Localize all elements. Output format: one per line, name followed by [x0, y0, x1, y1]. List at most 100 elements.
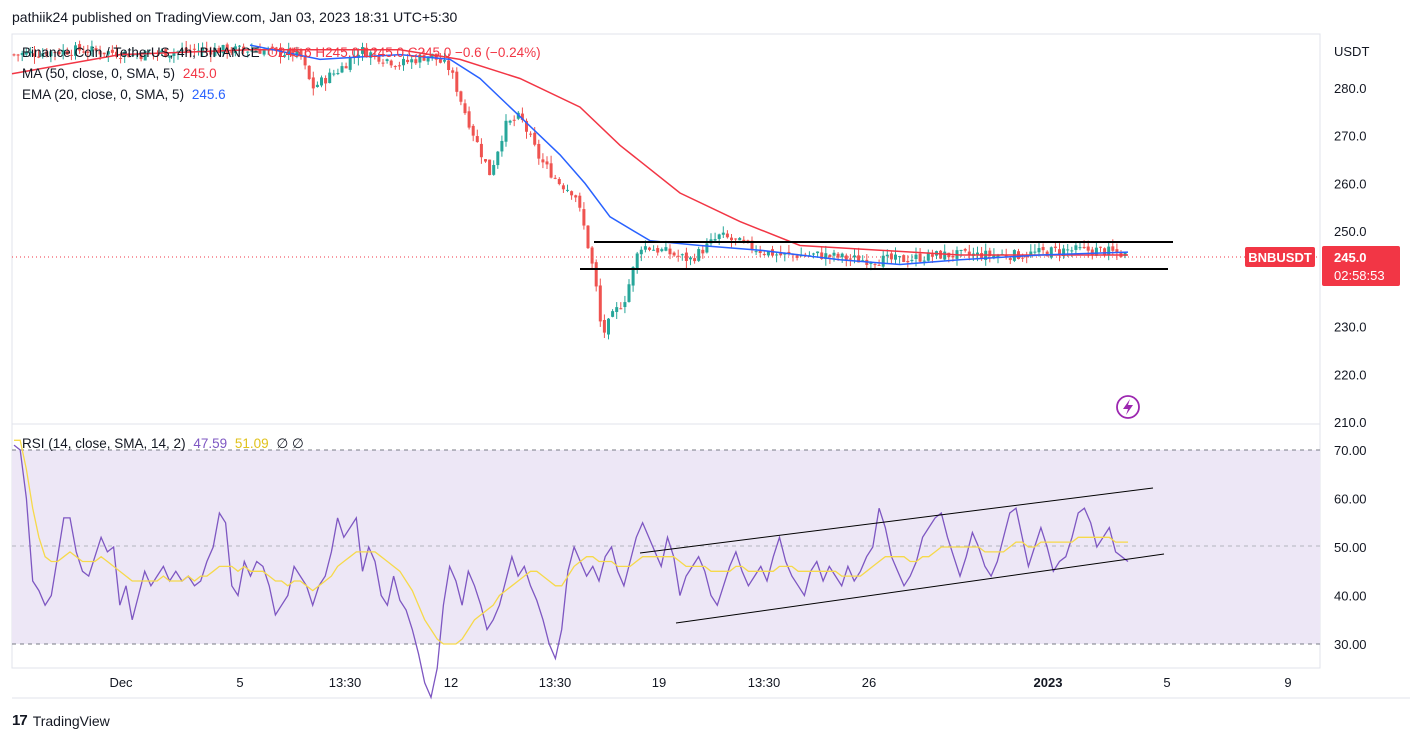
rsi-sma-line	[14, 439, 1128, 645]
candle-body	[512, 119, 516, 121]
candle-body	[684, 252, 688, 261]
candle-body	[479, 143, 483, 158]
candle-body	[65, 50, 69, 55]
candle-body	[229, 51, 233, 53]
candle-body	[1103, 248, 1107, 256]
candle-body	[689, 257, 692, 260]
candle-body	[209, 50, 213, 55]
candle-body	[816, 251, 820, 254]
candle-body	[369, 52, 373, 58]
lightning-icon[interactable]	[1116, 395, 1140, 419]
candle-body	[410, 59, 414, 63]
candle-body	[143, 51, 147, 61]
candle-body	[16, 54, 20, 56]
candle-body	[906, 260, 910, 263]
candle-body	[28, 51, 32, 54]
candle-body	[201, 48, 205, 51]
candle-body	[578, 195, 582, 208]
candle-body	[869, 263, 873, 265]
candle-body	[898, 256, 902, 258]
candle-body	[648, 247, 651, 250]
candle-body	[1008, 257, 1012, 261]
candle-body	[611, 311, 615, 317]
candle-body	[299, 49, 303, 57]
candle-body	[828, 254, 832, 257]
candle-body	[443, 60, 446, 62]
candle-body	[1107, 246, 1111, 255]
candle-body	[455, 71, 459, 92]
candle-body	[672, 252, 676, 256]
candle-body	[680, 254, 684, 256]
candle-body	[406, 59, 410, 63]
candlestick-series	[12, 40, 1127, 340]
candle-body	[328, 72, 332, 84]
candle-body	[857, 255, 861, 263]
ma-legend-label[interactable]: MA (50, close, 0, SMA, 5)	[22, 66, 176, 81]
candle-body	[980, 253, 984, 259]
symbol-title[interactable]: Binance Coin / TetherUS, 4h, BINANCE	[22, 45, 260, 60]
symbol-tag[interactable]: BNBUSDT	[1248, 250, 1312, 265]
candle-body	[262, 49, 266, 55]
candle-body	[926, 252, 930, 261]
ema-20-line	[249, 44, 1129, 266]
candle-body	[180, 49, 184, 52]
candle-body	[627, 284, 631, 302]
candle-body	[246, 51, 250, 53]
candle-body	[1062, 248, 1066, 257]
ma-legend-value: 245.0	[182, 66, 217, 81]
candle-body	[820, 252, 824, 260]
price-tick-label: 210.0	[1334, 415, 1367, 430]
candle-body	[418, 54, 422, 63]
candle-body	[1041, 247, 1045, 251]
candle-body	[566, 189, 569, 191]
candle-body	[976, 252, 979, 256]
candle-body	[664, 247, 668, 251]
rsi-channel-upper	[639, 487, 1154, 554]
rsi-tick-label: 30.00	[1334, 637, 1367, 652]
price-tick-label: 260.0	[1334, 176, 1367, 191]
candle-body	[447, 60, 451, 70]
candle-body	[320, 77, 323, 86]
candle-body	[402, 58, 405, 66]
candle-body	[508, 120, 512, 123]
candle-body	[438, 58, 442, 63]
candle-body	[160, 50, 164, 54]
candle-body	[520, 113, 524, 120]
candle-body	[586, 225, 590, 249]
symbol-tag-bg[interactable]	[1245, 247, 1315, 267]
candle-body	[434, 53, 438, 60]
candle-body	[307, 65, 311, 80]
time-tick-label: 2023	[1034, 675, 1063, 690]
candle-body	[619, 308, 623, 310]
time-tick-label: 26	[862, 675, 876, 690]
rsi-axis: 70.00 60.00 50.00 40.00 30.00	[1334, 443, 1367, 652]
candle-body	[1090, 249, 1094, 255]
candle-body	[184, 47, 188, 52]
candle-body	[463, 103, 467, 114]
candle-body	[951, 255, 955, 258]
candle-body	[1094, 247, 1098, 256]
price-tick-label: 270.0	[1334, 129, 1367, 144]
candle-body	[1070, 250, 1074, 252]
candle-body	[643, 246, 647, 250]
candle-body	[762, 253, 766, 255]
rsi-legend-label[interactable]: RSI (14, close, SMA, 14, 2)	[22, 436, 186, 451]
candle-body	[582, 209, 586, 226]
last-price-tag-bg	[1322, 246, 1400, 286]
candle-body	[676, 255, 680, 257]
candle-body	[1049, 247, 1053, 258]
candle-body	[717, 234, 721, 239]
candle-body	[258, 49, 262, 54]
ema-legend-label[interactable]: EMA (20, close, 0, SMA, 5)	[22, 87, 185, 102]
candle-body	[344, 66, 348, 69]
candle-body	[414, 59, 418, 64]
candle-body	[602, 319, 606, 333]
candle-body	[139, 54, 143, 60]
candle-body	[836, 253, 840, 258]
tradingview-logo[interactable]: 17 TradingView	[12, 712, 110, 729]
candle-body	[853, 255, 856, 258]
candle-body	[877, 264, 881, 266]
candle-body	[332, 73, 336, 75]
candle-body	[377, 55, 381, 62]
